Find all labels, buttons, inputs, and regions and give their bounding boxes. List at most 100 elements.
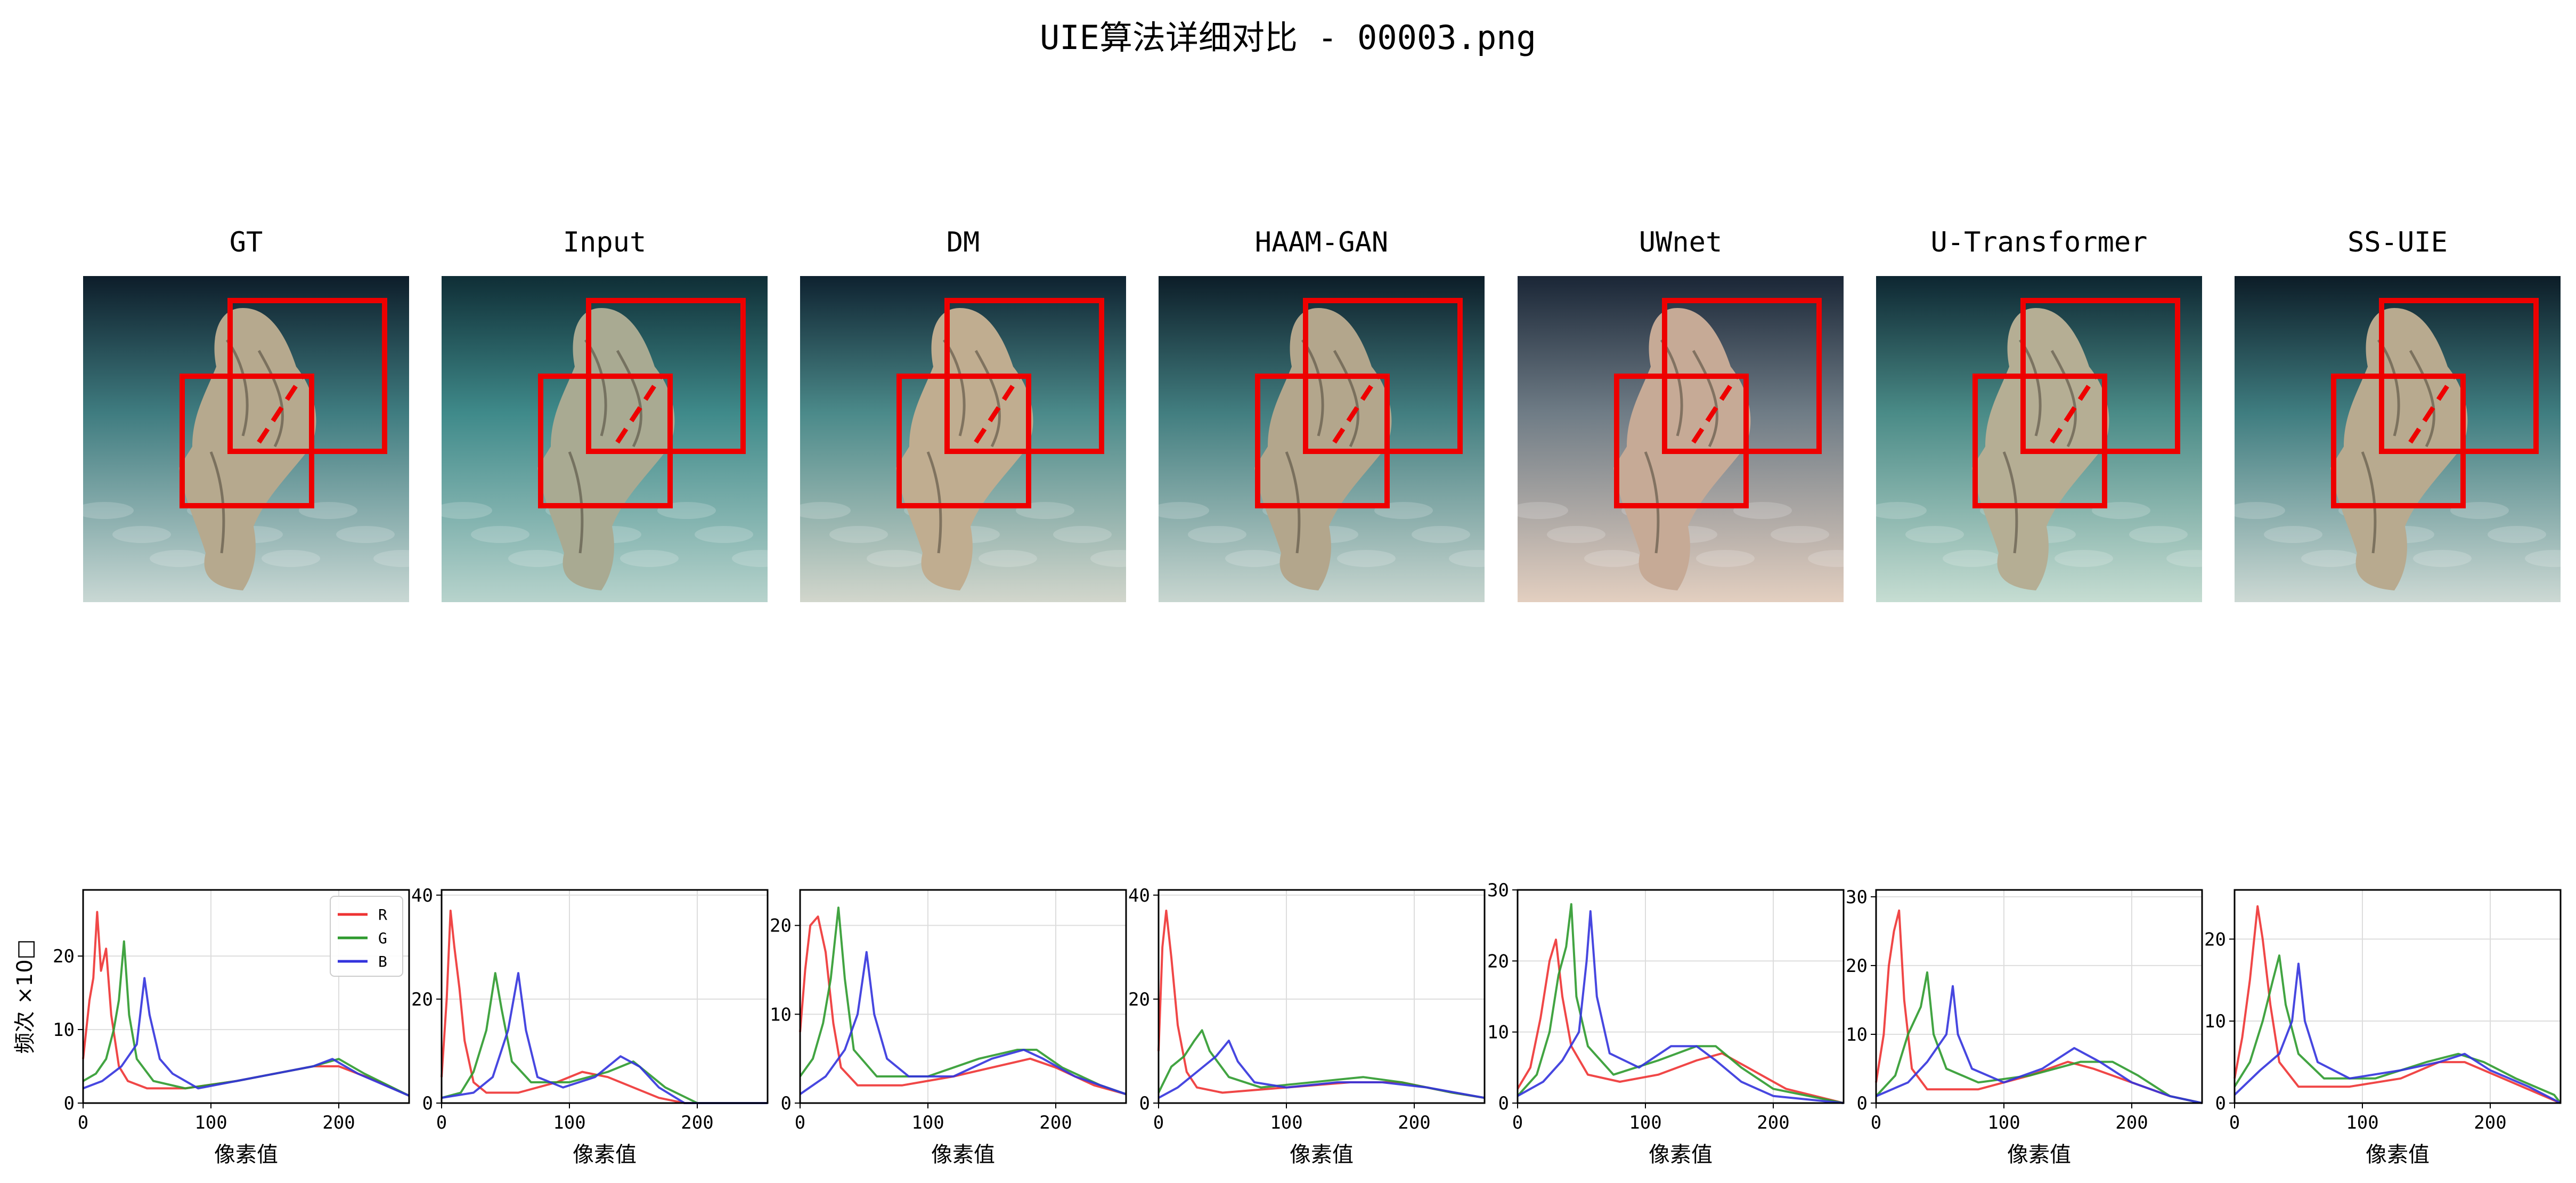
histogram-chart: 0 100 200 0 10 20 像素值 [2204, 889, 2562, 1167]
histogram-chart: 0 100 200 0 10 20 30 像素值 [1487, 880, 1845, 1167]
panel-title: U-Transformer [1930, 226, 2148, 258]
x-tick-label: 200 [322, 1112, 355, 1133]
series-line-B [1517, 910, 1844, 1104]
histogram-chart: 0 100 200 0 10 20 30 像素值 [1846, 887, 2203, 1167]
axes-frame [799, 889, 1127, 1104]
x-axis-label: 像素值 [2366, 1143, 2430, 1167]
y-tick-label: 20 [1846, 955, 1868, 977]
y-tick-label: 0 [64, 1093, 75, 1114]
y-tick-label: 20 [2204, 929, 2226, 950]
y-tick-label: 40 [411, 885, 433, 906]
panel-image [2235, 276, 2561, 602]
x-tick-label: 200 [1039, 1112, 1072, 1133]
series-line-B [799, 951, 1127, 1096]
panel-image [83, 276, 409, 602]
x-tick-label: 200 [1757, 1112, 1789, 1133]
y-tick-label: 30 [1846, 887, 1868, 908]
y-tick-label: 0 [2215, 1093, 2226, 1114]
panel-image [1518, 276, 1844, 602]
series-line-B [2233, 962, 2561, 1104]
x-tick-label: 100 [911, 1112, 944, 1133]
y-axis-label: 频次 ×10□ [13, 939, 37, 1054]
x-tick-label: 200 [2115, 1112, 2148, 1133]
series-line-R [2233, 905, 2561, 1104]
series-line-G [441, 972, 768, 1104]
zoom-box-large [227, 298, 387, 454]
zoom-connector [974, 376, 1021, 444]
zoom-connector [615, 376, 662, 444]
histogram-chart: 0 100 200 0 10 20 像素值 频次 ×10□ RGB [13, 889, 410, 1167]
y-tick-label: 10 [770, 1004, 792, 1025]
axes-frame [2233, 889, 2562, 1104]
zoom-box-large [944, 298, 1104, 454]
y-tick-label: 20 [1128, 989, 1150, 1010]
panel-image [442, 276, 768, 602]
y-tick-label: 0 [1498, 1093, 1509, 1114]
y-tick-label: 20 [770, 915, 792, 937]
series-line-B [1158, 1039, 1485, 1099]
series-line-R [441, 910, 768, 1104]
zoom-box-small [1255, 374, 1390, 508]
x-tick-label: 200 [2474, 1112, 2506, 1133]
y-tick-label: 40 [1128, 885, 1150, 906]
series-line-G [83, 940, 410, 1097]
panel-image [1159, 276, 1485, 602]
zoom-connector [257, 376, 304, 444]
axes-frame [1157, 889, 1486, 1104]
zoom-connector [2050, 376, 2097, 444]
zoom-box-small [2331, 374, 2466, 508]
zoom-box-large [2020, 298, 2180, 454]
series-line-R [1517, 938, 1844, 1104]
zoom-connector [1691, 376, 1738, 444]
y-tick-label: 0 [422, 1093, 433, 1114]
axes-frame [1875, 889, 2203, 1104]
series-line-R [1157, 910, 1485, 1099]
y-tick-label: 0 [1139, 1093, 1150, 1114]
zoom-box-small [538, 374, 673, 508]
zoom-box-large [586, 298, 746, 454]
y-tick-label: 20 [1487, 951, 1509, 972]
series-line-R [799, 915, 1127, 1096]
x-axis-label: 像素值 [573, 1143, 637, 1167]
x-tick-label: 200 [681, 1112, 713, 1133]
zoom-connector [2408, 376, 2455, 444]
panel-title: SS-UIE [2347, 226, 2448, 258]
series-line-G [1517, 903, 1844, 1104]
legend-label: B [378, 953, 387, 970]
x-tick-label: 0 [1153, 1112, 1164, 1133]
y-tick-label: 10 [53, 1019, 75, 1041]
x-tick-label: 0 [795, 1112, 805, 1133]
x-axis-label: 像素值 [2007, 1143, 2071, 1167]
x-tick-label: 0 [1871, 1112, 1881, 1133]
series-line-R [82, 911, 410, 1097]
zoom-box-small [896, 374, 1031, 508]
axes-frame [441, 889, 769, 1104]
legend-label: G [378, 929, 387, 947]
series-line-B [441, 972, 768, 1104]
zoom-box-large [1303, 298, 1463, 454]
y-tick-label: 30 [1487, 880, 1509, 901]
histogram-chart: 0 100 200 0 10 20 像素值 [770, 889, 1127, 1167]
x-tick-label: 100 [2346, 1112, 2378, 1133]
series-line-G [1875, 971, 2203, 1104]
legend-label: R [378, 906, 387, 923]
zoom-box-large [2379, 298, 2539, 454]
histogram-chart: 0 100 200 0 20 40 像素值 [411, 885, 769, 1167]
panel-title: HAAM-GAN [1254, 226, 1389, 258]
x-tick-label: 100 [553, 1112, 585, 1133]
axes-frame [82, 889, 410, 1104]
x-tick-label: 0 [78, 1112, 88, 1133]
series-line-R [1875, 909, 2203, 1104]
histogram-chart: 0 100 200 0 20 40 像素值 [1128, 885, 1486, 1167]
y-tick-label: 10 [2204, 1011, 2226, 1032]
x-tick-label: 100 [1987, 1112, 2020, 1133]
x-tick-label: 100 [1270, 1112, 1302, 1133]
zoom-box-small [180, 374, 314, 508]
zoom-box-small [1614, 374, 1749, 508]
x-tick-label: 0 [2229, 1112, 2240, 1133]
x-tick-label: 0 [1512, 1112, 1523, 1133]
legend: RGB [330, 896, 403, 977]
series-line-B [83, 977, 410, 1097]
series-line-B [1876, 985, 2203, 1104]
